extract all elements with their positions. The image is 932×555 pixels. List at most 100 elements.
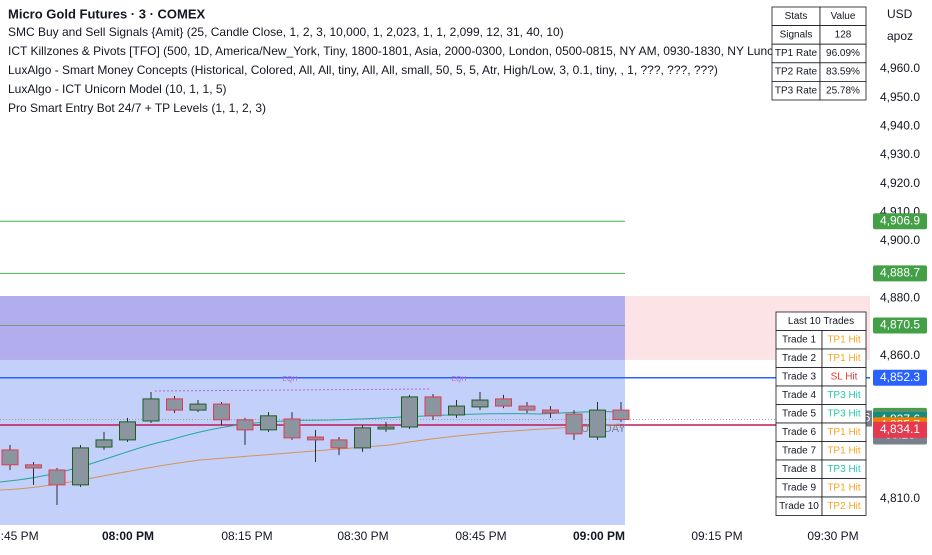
y-tick-label: 4,920.0 [880, 176, 920, 190]
table-text: TP1 Rate [775, 48, 818, 59]
table-text: TP1 Hit [827, 482, 861, 493]
price-badge-label: 4,906.9 [880, 213, 920, 227]
table-text: Trade 3 [782, 371, 817, 382]
table-text: 83.59% [826, 67, 860, 78]
candle-body [119, 421, 136, 441]
price-badge-label: 4,888.7 [880, 266, 920, 280]
table-text: Trade 8 [782, 464, 817, 475]
y-tick-label: 4,810.0 [880, 491, 920, 505]
table-cell [819, 81, 867, 101]
table-text: Signals [780, 30, 813, 41]
y-tick-label: 4,880.0 [880, 290, 920, 304]
currency[interactable]: USD [887, 7, 913, 21]
table-text: Trade 2 [782, 353, 817, 364]
table-text: Value [831, 11, 856, 22]
table-text: TP3 Hit [827, 464, 861, 475]
table-text: 128 [835, 30, 852, 41]
candle-body [495, 398, 512, 407]
price-badge-label: 4,870.5 [880, 318, 920, 332]
candle-body [142, 398, 160, 422]
table-text: Trade 6 [782, 427, 817, 438]
candle-body [95, 439, 113, 448]
table-cell [821, 496, 867, 516]
candle-body [48, 469, 66, 486]
candle-body [612, 409, 630, 421]
candle-body [72, 447, 89, 486]
table-text: 96.09% [826, 48, 860, 59]
x-tick-label: 08:15 PM [221, 529, 272, 543]
price-badge [873, 421, 927, 438]
moving-average [0, 411, 621, 483]
candle-body [589, 409, 606, 438]
candle-body [307, 436, 324, 441]
y-tick-label: 4,940.0 [880, 119, 920, 133]
candle-body [565, 413, 583, 435]
x-tick-label: 09:15 PM [691, 529, 742, 543]
x-tick-label: 08:45 PM [0, 529, 39, 543]
x-tick-label: 09:30 PM [807, 529, 858, 543]
moving-average [0, 423, 621, 491]
table-text: TP3 Hit [827, 408, 861, 419]
table-text: 25.78% [826, 85, 860, 96]
table-text: TP1 Hit [827, 427, 861, 438]
price-badge [873, 317, 927, 334]
candle-body [354, 427, 371, 449]
table-text: Trade 10 [779, 501, 819, 512]
x-tick-label: 08:45 PM [455, 529, 506, 543]
candle-body [236, 419, 254, 431]
candle-body [25, 464, 42, 469]
table-text: Trade 7 [782, 445, 817, 456]
table-text: Stats [785, 11, 808, 22]
candle-body [260, 415, 277, 431]
price-badge [873, 213, 927, 230]
eq-line [154, 388, 431, 392]
indicator: SMC Buy and Sell Signals {Amit} (25, Can… [8, 25, 564, 39]
table-text: TP1 Hit [827, 334, 861, 345]
eq-label: EQH [451, 376, 466, 383]
indicator: LuxAlgo - Smart Money Concepts (Historic… [8, 63, 718, 77]
candle-body [542, 409, 559, 414]
candle-body [283, 418, 301, 439]
indicator: Pro Smart Entry Bot 24/7 + TP Levels (1,… [8, 101, 266, 115]
table-text: Trade 4 [782, 390, 817, 401]
tables: Stats Value Signals 128 TP1 Rate 96.09% TP2 Ra… [771, 6, 867, 516]
price-badge-label: 4,834.1 [880, 422, 920, 436]
table-text: TP1 Hit [827, 353, 861, 364]
table-text: TP2 Hit [827, 501, 861, 512]
y-tick-label: 4,860.0 [880, 348, 920, 362]
candle-body [424, 396, 442, 417]
x-tick-label: 08:30 PM [337, 529, 388, 543]
price-badge [873, 265, 927, 282]
candle-body [401, 396, 418, 428]
candle-body [377, 426, 395, 430]
user[interactable]: apoz [887, 29, 913, 43]
indicator: LuxAlgo - ICT Unicorn Model (10, 1, 1, 5… [8, 82, 227, 96]
candle-body [471, 399, 489, 408]
table-text: Trade 9 [782, 482, 817, 493]
table-text: TP3 Hit [827, 390, 861, 401]
y-tick-label: 4,960.0 [880, 61, 920, 75]
candle-body [518, 405, 536, 411]
eq-label: EQH [282, 376, 297, 383]
table-text: SL Hit [831, 371, 858, 382]
price-badge [873, 369, 927, 386]
zone [0, 296, 625, 360]
x-tick-label: 08:00 PM [102, 529, 154, 543]
chart-title: Micro Gold Futures · 3 · COMEX [8, 6, 206, 21]
table-title: Last 10 Trades [788, 316, 854, 327]
table-text: TP3 Rate [775, 85, 818, 96]
y-tick-label: 4,950.0 [880, 90, 920, 104]
candle-body [448, 405, 465, 416]
background [0, 220, 870, 525]
candle-body [1, 449, 19, 466]
x-tick-label: 09:00 PM [573, 529, 625, 543]
candle-body [189, 403, 207, 411]
y-tick-label: 4,930.0 [880, 147, 920, 161]
table-text: TP1 Hit [827, 445, 861, 456]
table-text: TP2 Rate [775, 67, 818, 78]
table-text: Trade 1 [782, 334, 817, 345]
candle-body [213, 403, 230, 421]
table-text: Trade 5 [782, 408, 817, 419]
